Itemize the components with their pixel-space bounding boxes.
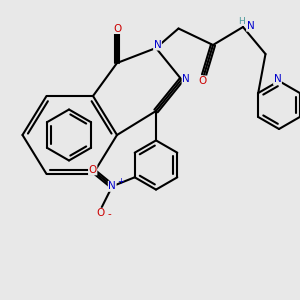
Text: N: N (247, 21, 254, 31)
Text: O: O (198, 76, 207, 86)
Text: N: N (182, 74, 190, 85)
Text: +: + (117, 177, 124, 186)
Text: -: - (107, 209, 111, 219)
Text: O: O (96, 208, 104, 218)
Text: O: O (88, 165, 97, 175)
Text: N: N (274, 74, 281, 85)
Text: H: H (238, 16, 245, 26)
Text: O: O (113, 23, 121, 34)
Text: N: N (108, 181, 116, 191)
Text: N: N (154, 40, 161, 50)
